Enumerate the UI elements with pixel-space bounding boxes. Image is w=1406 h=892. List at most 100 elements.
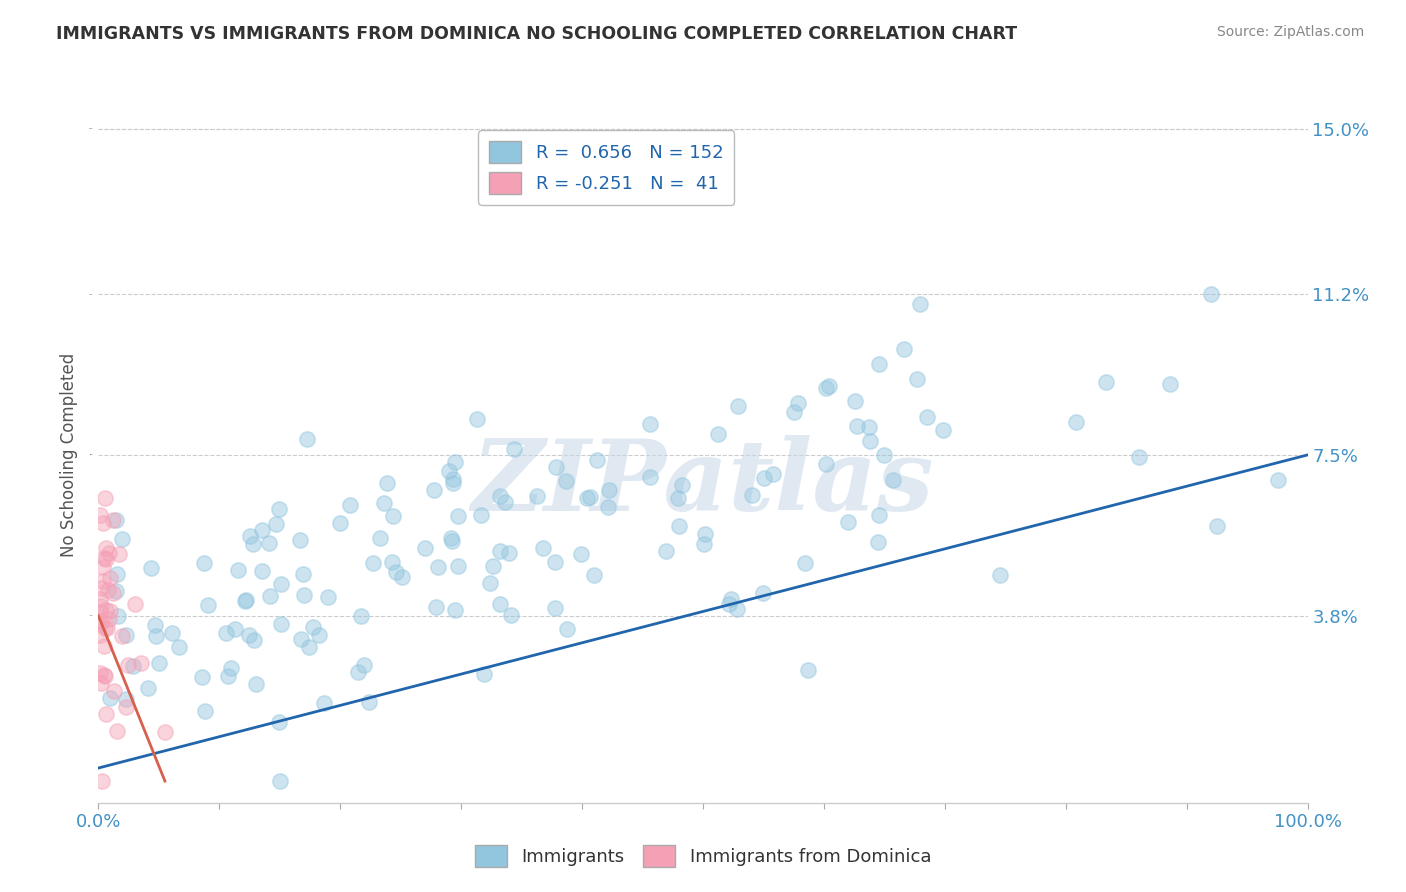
Point bbox=[866, 534, 889, 549]
Point bbox=[720, 592, 742, 607]
Point bbox=[193, 556, 215, 570]
Point bbox=[98, 612, 121, 626]
Point bbox=[844, 393, 866, 408]
Point bbox=[90, 774, 112, 789]
Point bbox=[1128, 450, 1150, 464]
Point bbox=[846, 419, 869, 434]
Point bbox=[350, 608, 373, 623]
Point bbox=[908, 296, 931, 310]
Point bbox=[117, 657, 139, 672]
Point bbox=[239, 528, 262, 542]
Point bbox=[108, 547, 131, 561]
Point bbox=[91, 574, 114, 589]
Point bbox=[544, 460, 567, 475]
Point bbox=[786, 396, 808, 410]
Point bbox=[1199, 287, 1222, 301]
Point bbox=[269, 502, 291, 516]
Point bbox=[250, 564, 273, 578]
Point bbox=[814, 457, 837, 471]
Point bbox=[359, 695, 381, 709]
Point bbox=[98, 571, 121, 585]
Point bbox=[107, 608, 129, 623]
Point bbox=[89, 666, 111, 681]
Point bbox=[105, 724, 128, 739]
Point bbox=[89, 605, 111, 619]
Point bbox=[373, 496, 395, 510]
Point bbox=[1095, 375, 1118, 389]
Point bbox=[868, 358, 890, 372]
Point bbox=[93, 668, 115, 682]
Point bbox=[233, 594, 256, 608]
Point bbox=[793, 556, 815, 570]
Point bbox=[915, 410, 938, 425]
Point bbox=[447, 559, 470, 574]
Point bbox=[89, 627, 111, 641]
Point bbox=[385, 565, 408, 579]
Point bbox=[167, 640, 190, 654]
Point bbox=[368, 531, 391, 545]
Point bbox=[129, 657, 152, 671]
Text: IMMIGRANTS VS IMMIGRANTS FROM DOMINICA NO SCHOOLING COMPLETED CORRELATION CHART: IMMIGRANTS VS IMMIGRANTS FROM DOMINICA N… bbox=[56, 25, 1018, 43]
Point bbox=[194, 704, 217, 718]
Point bbox=[446, 508, 468, 523]
Point bbox=[94, 669, 117, 683]
Point bbox=[103, 684, 125, 698]
Point bbox=[101, 513, 124, 527]
Point bbox=[707, 426, 730, 441]
Point bbox=[114, 628, 136, 642]
Point bbox=[316, 591, 339, 605]
Point bbox=[375, 476, 398, 491]
Point bbox=[104, 583, 127, 598]
Point bbox=[531, 541, 554, 556]
Point bbox=[441, 533, 464, 548]
Point bbox=[585, 453, 607, 467]
Point bbox=[197, 598, 219, 612]
Point bbox=[105, 513, 128, 527]
Point bbox=[98, 604, 121, 618]
Point bbox=[160, 626, 183, 640]
Point bbox=[141, 561, 163, 575]
Point bbox=[752, 586, 775, 600]
Point bbox=[89, 591, 111, 606]
Point bbox=[668, 519, 690, 533]
Point bbox=[783, 405, 806, 419]
Point bbox=[668, 491, 690, 505]
Point bbox=[93, 550, 115, 565]
Point bbox=[544, 555, 567, 569]
Point bbox=[242, 537, 264, 551]
Point bbox=[640, 470, 662, 484]
Point bbox=[441, 475, 464, 490]
Point bbox=[93, 639, 115, 653]
Point bbox=[443, 603, 465, 617]
Point bbox=[224, 622, 246, 636]
Point bbox=[725, 602, 748, 616]
Point bbox=[94, 603, 117, 617]
Point bbox=[741, 488, 763, 502]
Point bbox=[873, 448, 896, 462]
Point bbox=[329, 516, 352, 531]
Y-axis label: No Schooling Completed: No Schooling Completed bbox=[60, 353, 79, 557]
Point bbox=[695, 526, 717, 541]
Point bbox=[124, 597, 146, 611]
Point bbox=[94, 621, 117, 635]
Point bbox=[259, 536, 281, 550]
Point bbox=[96, 541, 118, 555]
Point bbox=[217, 669, 239, 683]
Point bbox=[259, 590, 281, 604]
Point bbox=[479, 576, 502, 591]
Point bbox=[250, 524, 273, 538]
Point bbox=[292, 589, 315, 603]
Point bbox=[269, 774, 291, 789]
Point bbox=[489, 597, 512, 611]
Point bbox=[96, 621, 118, 635]
Point bbox=[882, 473, 904, 487]
Point bbox=[815, 381, 838, 395]
Point bbox=[235, 593, 257, 607]
Point bbox=[596, 500, 619, 514]
Point bbox=[381, 555, 404, 569]
Text: Source: ZipAtlas.com: Source: ZipAtlas.com bbox=[1216, 25, 1364, 39]
Point bbox=[413, 541, 436, 556]
Point bbox=[219, 661, 242, 675]
Point bbox=[122, 658, 145, 673]
Point bbox=[526, 489, 548, 503]
